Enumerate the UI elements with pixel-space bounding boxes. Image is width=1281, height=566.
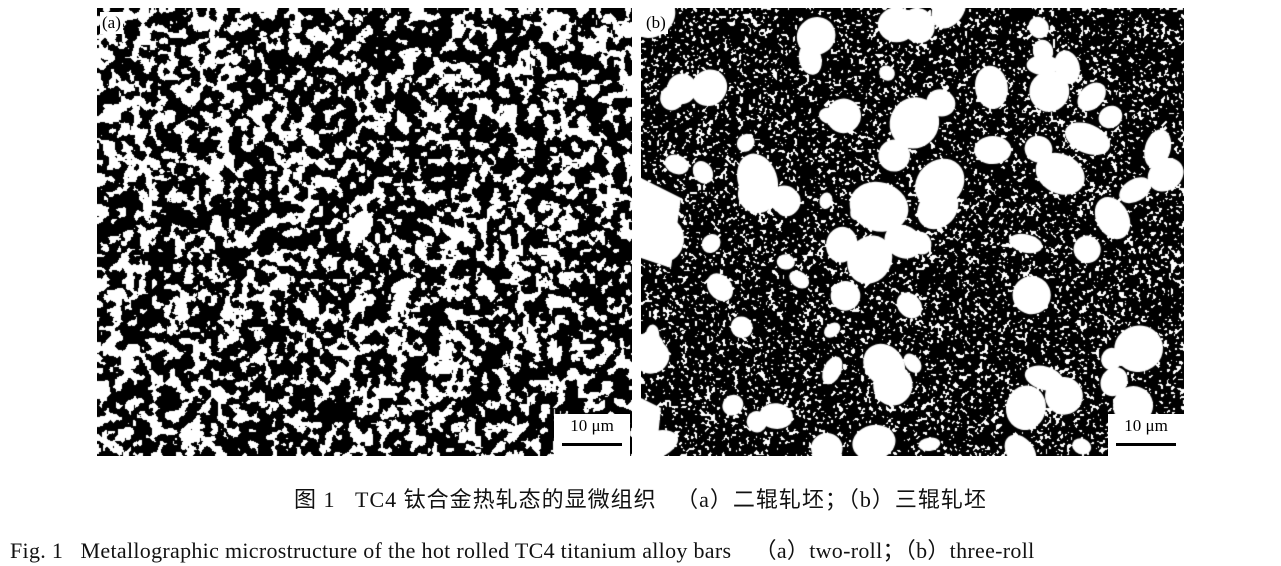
scale-bar-label-a: 10 μm (570, 416, 614, 435)
scale-bar-label-b: 10 μm (1124, 416, 1168, 435)
micrograph-b: (b) 10 μm (641, 8, 1184, 456)
scale-bar-b: 10 μm (1108, 414, 1184, 456)
scale-bar-a: 10 μm (554, 414, 630, 456)
caption-chinese: 图 1 TC4 钛合金热轧态的显微组织 （a）二辊轧坯；（b）三辊轧坯 (294, 487, 987, 512)
micrograph-a: (a) 10 μm (97, 8, 632, 456)
scale-bar-line-b (1116, 443, 1176, 446)
panel-label-a: (a) (100, 12, 123, 34)
caption-english: Fig. 1 Metallographic microstructure of … (10, 538, 1035, 563)
panel-label-b: (b) (644, 12, 668, 34)
micrograph-image-b (641, 8, 1184, 456)
micrograph-image-a (97, 8, 632, 456)
scale-bar-line-a (562, 443, 622, 446)
